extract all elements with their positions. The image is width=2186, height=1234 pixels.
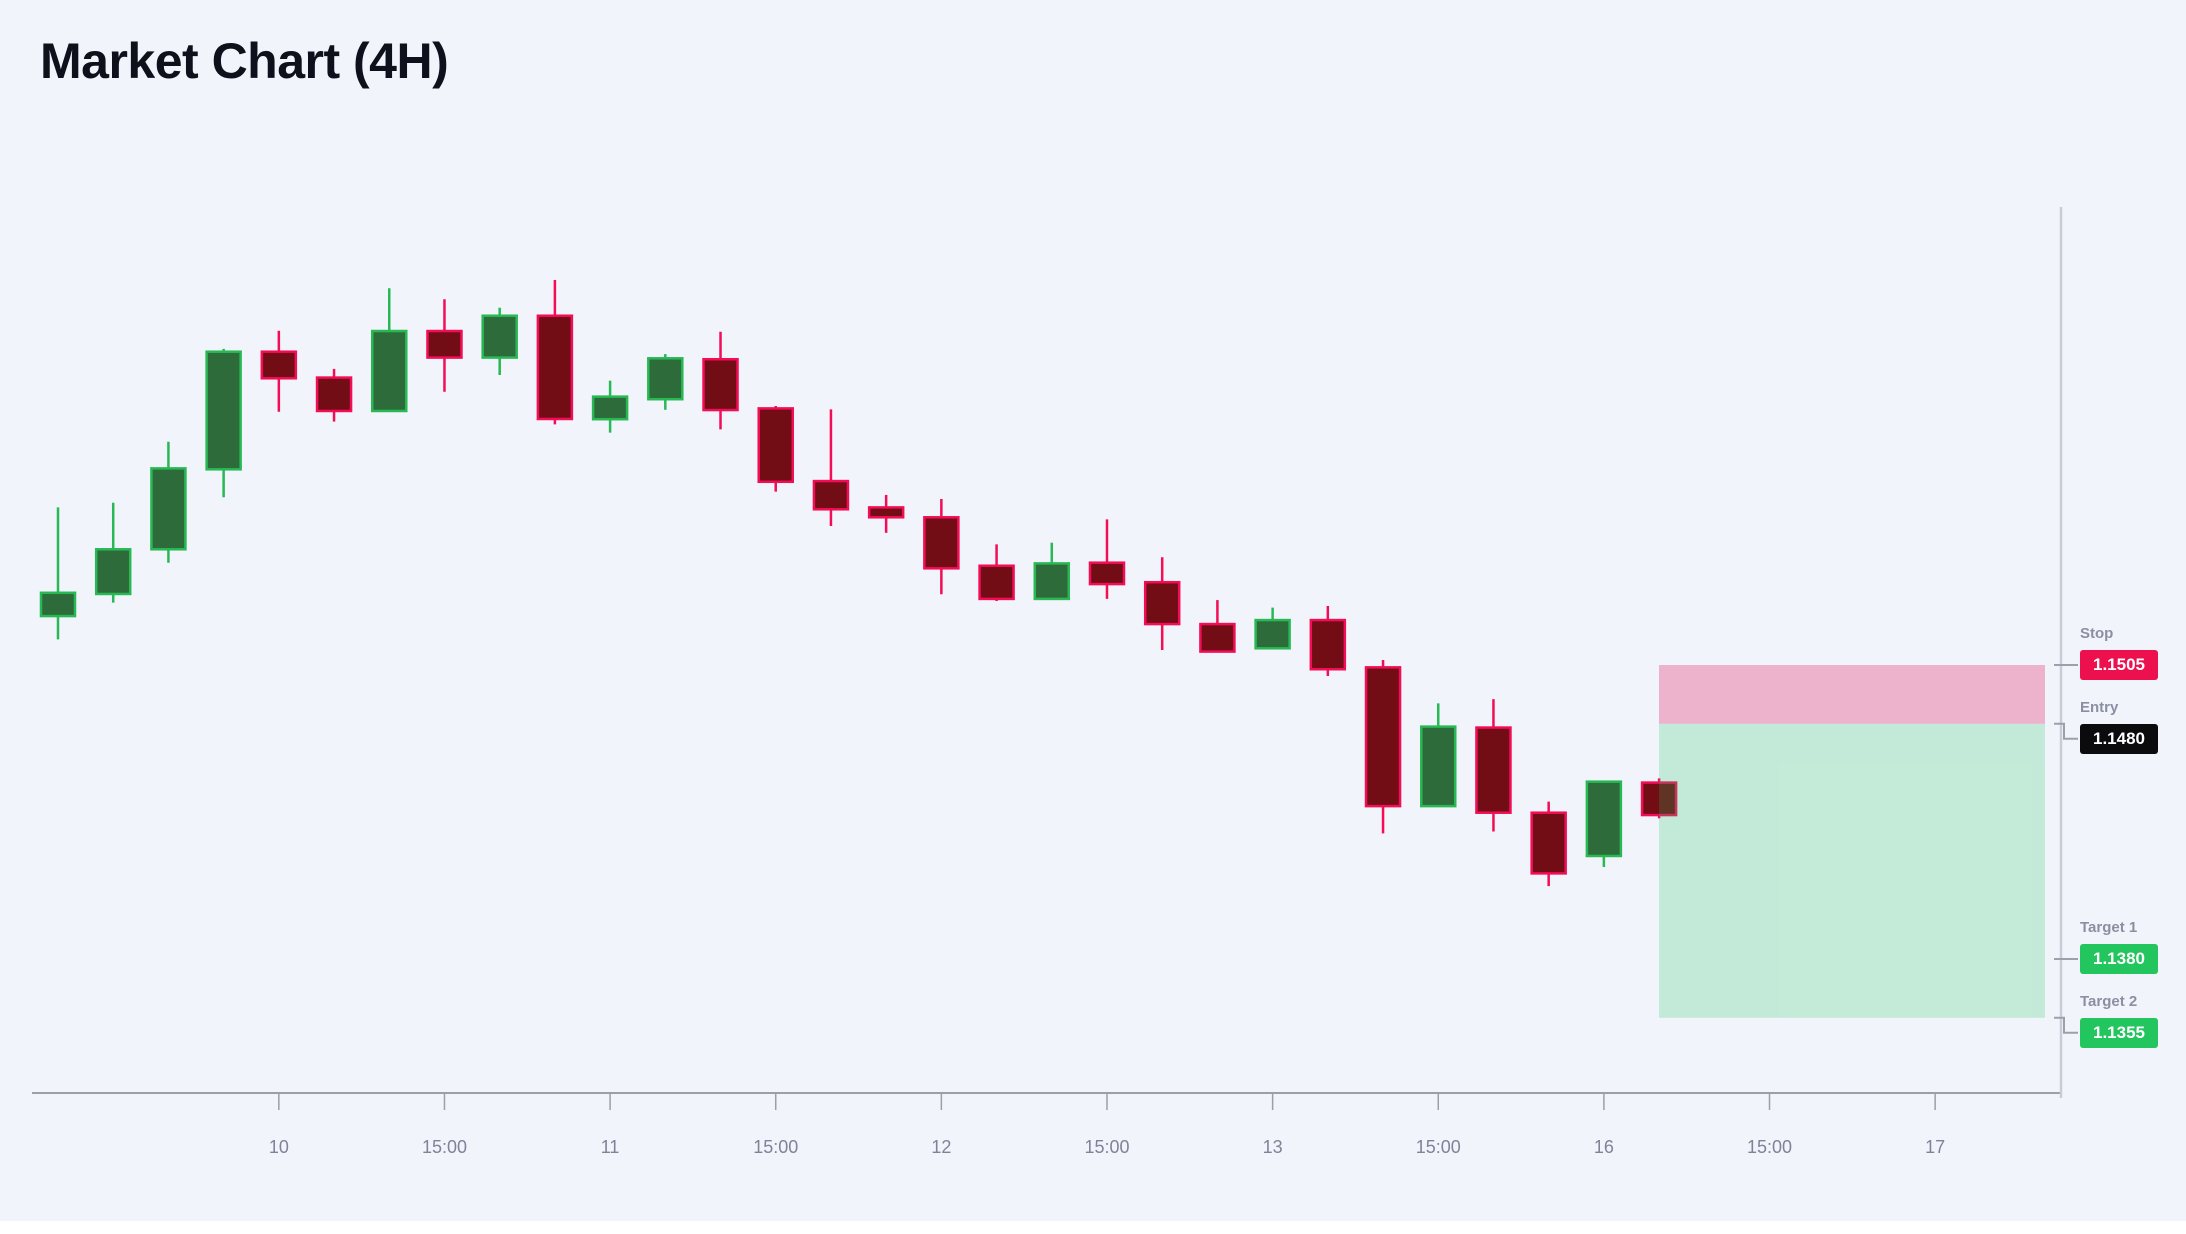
bull-candle[interactable] bbox=[1033, 542, 1071, 601]
x-tick-label: 13 bbox=[1263, 1137, 1283, 1157]
stop-label: Stop bbox=[2080, 625, 2114, 642]
bull-candle[interactable] bbox=[1420, 703, 1457, 808]
x-tick-label: 12 bbox=[931, 1137, 951, 1157]
bear-candle[interactable] bbox=[1364, 660, 1402, 834]
bottom-strip bbox=[0, 1221, 2186, 1234]
stop-zone[interactable] bbox=[1659, 665, 2045, 724]
entry-price-pill[interactable]: 1.1480 bbox=[2080, 723, 2158, 754]
x-tick-label: 15:00 bbox=[1084, 1137, 1129, 1157]
bear-candle[interactable] bbox=[315, 368, 353, 422]
bull-candle[interactable] bbox=[150, 441, 187, 563]
bull-candle[interactable] bbox=[1254, 607, 1291, 650]
bear-candle[interactable] bbox=[260, 330, 298, 412]
x-tick-label: 15:00 bbox=[1416, 1137, 1461, 1157]
bull-candle[interactable] bbox=[371, 288, 408, 413]
target2-price-pill[interactable]: 1.1355 bbox=[2080, 1017, 2158, 1048]
bear-candle[interactable] bbox=[757, 406, 794, 492]
bear-candle[interactable] bbox=[923, 498, 960, 595]
bull-candle[interactable] bbox=[1585, 780, 1623, 868]
bull-candle[interactable] bbox=[591, 380, 629, 433]
bear-candle[interactable] bbox=[1199, 600, 1236, 653]
bear-candle[interactable] bbox=[1309, 605, 1347, 677]
target-zone[interactable] bbox=[1659, 723, 2045, 1018]
page-title: Market Chart (4H) bbox=[40, 33, 449, 89]
bull-candle[interactable] bbox=[481, 307, 518, 375]
bear-candle[interactable] bbox=[702, 331, 739, 430]
price-line-connector bbox=[2054, 1016, 2078, 1034]
price-line-connector bbox=[2054, 722, 2078, 740]
bull-candle[interactable] bbox=[647, 354, 684, 410]
x-tick-label: 15:00 bbox=[753, 1137, 798, 1157]
target2-label: Target 2 bbox=[2080, 992, 2138, 1010]
bull-candle[interactable] bbox=[205, 348, 242, 498]
x-tick-label: 15:00 bbox=[422, 1137, 467, 1157]
bear-candle[interactable] bbox=[536, 279, 574, 425]
bear-candle[interactable] bbox=[1530, 801, 1567, 887]
bear-candle[interactable] bbox=[1143, 557, 1181, 650]
bear-candle[interactable] bbox=[812, 409, 850, 526]
target1-label: Target 1 bbox=[2080, 919, 2138, 936]
x-tick-label: 16 bbox=[1594, 1137, 1614, 1157]
stop-price-pill[interactable]: 1.1505 bbox=[2080, 650, 2158, 680]
bull-candle[interactable] bbox=[94, 502, 132, 603]
x-tick-label: 10 bbox=[269, 1137, 289, 1157]
bear-candle[interactable] bbox=[867, 494, 905, 533]
target1-price-pill[interactable]: 1.1380 bbox=[2080, 944, 2158, 974]
entry-label: Entry bbox=[2080, 698, 2119, 716]
bull-candle[interactable] bbox=[39, 507, 77, 640]
x-tick-label: 15:00 bbox=[1747, 1137, 1792, 1157]
bear-candle[interactable] bbox=[1640, 778, 1678, 819]
x-tick-label: 17 bbox=[1925, 1137, 1945, 1157]
bear-candle[interactable] bbox=[1475, 699, 1512, 832]
bear-candle[interactable] bbox=[978, 544, 1015, 602]
bear-candle[interactable] bbox=[426, 299, 463, 392]
bear-candle[interactable] bbox=[1088, 519, 1126, 599]
x-tick-label: 11 bbox=[601, 1137, 620, 1157]
